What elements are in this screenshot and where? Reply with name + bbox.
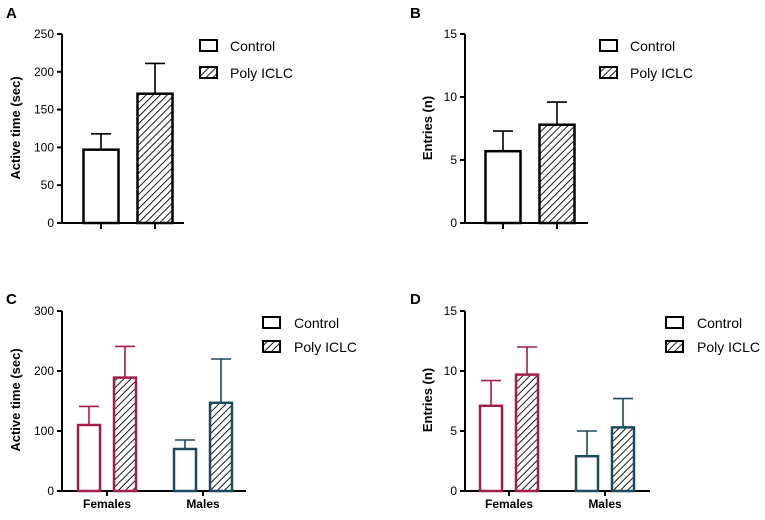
panel-c-legend-poly-swatch — [262, 340, 281, 353]
panel-c-legend-control-label: Control — [294, 315, 339, 331]
panel-d-category-label-females: Females — [485, 497, 533, 511]
panel-c-y-tick-label: 0 — [47, 484, 54, 498]
panel-c-legend: Control Poly ICLC — [262, 315, 357, 355]
panel-d-y-tick-label: 5 — [450, 424, 457, 438]
panel-b-y-tick-label: 10 — [444, 90, 458, 104]
panel-c-y-tick-label: 100 — [34, 424, 54, 438]
panel-a-y-tick-label: 200 — [34, 65, 54, 79]
panel-b-y-tick-label: 15 — [444, 27, 458, 41]
panel-b-control-bar — [484, 149, 522, 225]
panel-b-y-tick-label: 5 — [450, 153, 457, 167]
panel-a-y-tick-label: 50 — [41, 178, 55, 192]
panel-c-males-poly-bar — [208, 401, 234, 493]
panel-c: C Active time (sec) 0 100 200 300 Females Mal… — [6, 291, 357, 511]
panel-a-y-tick-label: 100 — [34, 140, 54, 154]
panel-d: D Entries (n) 0 5 10 15 Females Males Control… — [410, 291, 760, 511]
panel-d-legend-poly-swatch — [665, 340, 684, 353]
panel-d-y-tick-label: 15 — [444, 304, 458, 318]
panel-b-poly-bar — [538, 123, 576, 225]
panel-b-legend-control-swatch — [599, 39, 618, 52]
panel-c-y-axis-title: Active time (sec) — [8, 348, 23, 451]
panel-b-plot: 0 5 10 15 — [444, 27, 588, 230]
panel-b: B Entries (n) 0 5 10 15 Control Poly ICLC — [410, 5, 693, 230]
panel-c-females-poly-bar — [112, 376, 138, 493]
panel-d-legend-control-swatch — [665, 316, 684, 329]
panel-letter-a: A — [6, 5, 17, 22]
panel-a-legend-poly-swatch — [199, 66, 218, 79]
panel-c-males-control-bar — [172, 447, 198, 493]
panel-c-y-tick-label: 300 — [34, 304, 54, 318]
panel-letter-b: B — [410, 5, 421, 22]
panel-a-y-tick-label: 0 — [47, 216, 54, 230]
panel-b-legend-poly-swatch — [599, 66, 618, 79]
panel-letter-c: C — [6, 291, 17, 308]
panel-a-legend-poly-label: Poly ICLC — [230, 65, 293, 81]
panel-a-legend-control-label: Control — [230, 38, 275, 54]
panel-a: A Active time (sec) 0 50 100 150 200 250 Cont… — [6, 5, 293, 230]
panel-d-y-tick-label: 0 — [450, 484, 457, 498]
panel-d-y-tick-label: 10 — [444, 364, 458, 378]
panel-a-y-axis-title: Active time (sec) — [8, 76, 23, 179]
panel-d-y-axis-title: Entries (n) — [420, 368, 435, 432]
panel-d-legend-control-label: Control — [697, 315, 742, 331]
panel-a-legend: Control Poly ICLC — [199, 38, 293, 81]
panel-b-legend-poly-label: Poly ICLC — [630, 65, 693, 81]
panel-a-legend-control-swatch — [199, 39, 218, 52]
panel-c-category-label-males: Males — [186, 497, 220, 511]
panel-a-plot: 0 50 100 150 200 250 — [34, 27, 184, 230]
panel-d-males-poly-bar — [610, 426, 636, 493]
panel-d-legend: Control Poly ICLC — [665, 315, 760, 355]
panel-d-males-control-bar — [574, 454, 600, 493]
panel-b-legend: Control Poly ICLC — [599, 38, 693, 81]
panel-d-females-poly-bar — [514, 373, 540, 493]
panel-c-plot: 0 100 200 300 Females Males — [34, 304, 246, 511]
panel-d-category-label-males: Males — [588, 497, 622, 511]
panel-b-y-tick-label: 0 — [450, 216, 457, 230]
panel-c-category-label-females: Females — [83, 497, 131, 511]
panel-b-y-axis-title: Entries (n) — [420, 96, 435, 160]
panel-d-plot: 0 5 10 15 Females Males — [444, 304, 650, 511]
panel-c-legend-poly-label: Poly ICLC — [294, 339, 357, 355]
panel-c-y-tick-label: 200 — [34, 364, 54, 378]
panel-c-females-control-bar — [76, 423, 102, 493]
panel-d-females-control-bar — [478, 404, 504, 493]
panel-c-legend-control-swatch — [262, 316, 281, 329]
panel-a-y-tick-label: 150 — [34, 103, 54, 117]
panel-a-control-bar — [82, 148, 120, 225]
panel-d-legend-poly-label: Poly ICLC — [697, 339, 760, 355]
panel-a-y-tick-label: 250 — [34, 27, 54, 41]
panel-a-poly-bar — [136, 92, 174, 225]
panel-letter-d: D — [410, 291, 421, 308]
panel-b-legend-control-label: Control — [630, 38, 675, 54]
